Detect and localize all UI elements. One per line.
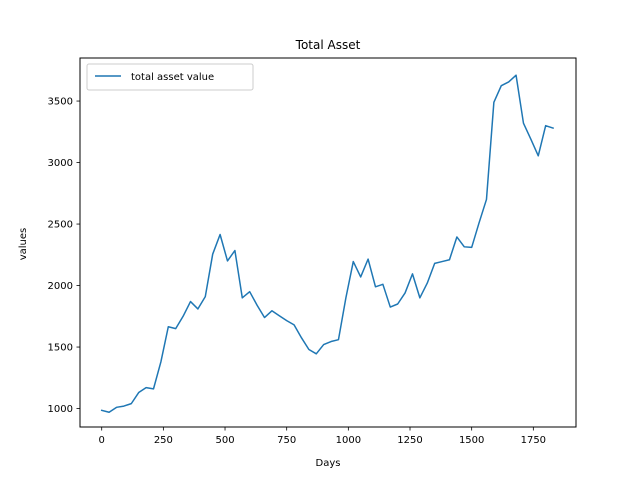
y-tick-label: 3500 (48, 97, 73, 108)
x-tick-label: 250 (154, 435, 173, 446)
x-tick-label: 0 (99, 435, 105, 446)
y-tick-label: 2500 (48, 220, 73, 231)
x-tick-label: 500 (215, 435, 234, 446)
y-tick-label: 1500 (48, 343, 73, 354)
x-tick-label: 750 (277, 435, 296, 446)
plot-area (79, 57, 577, 428)
series-line-0 (100, 74, 555, 413)
legend-box (86, 63, 254, 91)
y-axis-label: values (18, 228, 29, 261)
y-tick-label: 1000 (48, 404, 73, 415)
x-tick-label: 1750 (521, 435, 546, 446)
legend: total asset value (86, 63, 254, 91)
legend-label: total asset value (131, 72, 214, 83)
x-tick-label: 1500 (459, 435, 484, 446)
x-tick-label: 1000 (336, 435, 361, 446)
chart-title: Total Asset (295, 38, 361, 52)
x-tick-label: 1250 (397, 435, 422, 446)
y-tick-label: 3000 (48, 158, 73, 169)
axis-ticks: 0 250 500 750 1000 1250 1500 1750 1000 1500 2000 25… (48, 97, 547, 446)
y-tick-label: 2000 (48, 281, 73, 292)
x-axis-label: Days (316, 458, 341, 469)
axes-frame (79, 57, 577, 428)
